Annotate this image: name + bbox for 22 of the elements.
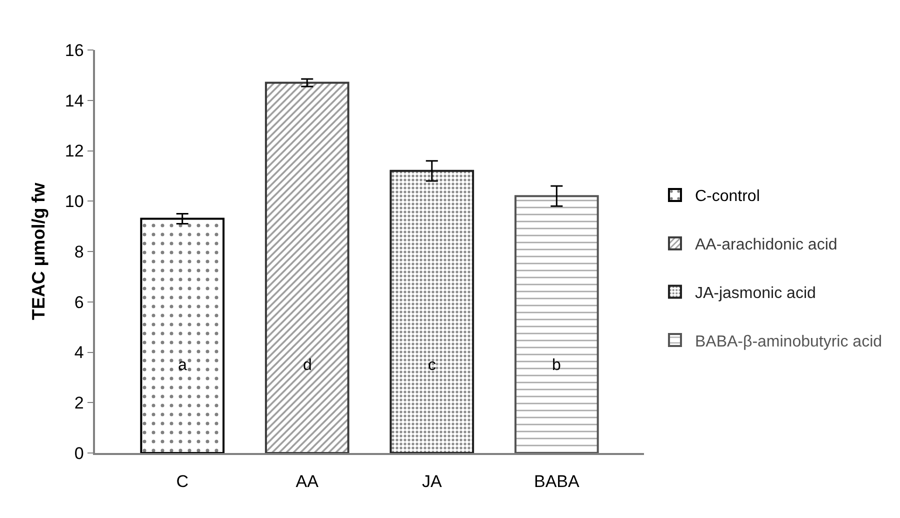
y-tick-label: 4 [74, 343, 84, 362]
x-tick-label: AA [296, 472, 320, 492]
text: AA-arachidonic acid [694, 236, 838, 254]
y-tick-label: 16 [64, 40, 84, 60]
annotation: d [303, 357, 312, 374]
annotation: a [178, 357, 187, 374]
y-tick-label: 12 [64, 142, 84, 161]
annotation: c [428, 357, 436, 374]
y-tick-label: 2 [74, 394, 84, 413]
x-tick-label: C [176, 472, 188, 492]
annotation: b [552, 357, 561, 374]
x-tick-label: BABA [534, 472, 580, 492]
y-tick-label: 0 [74, 444, 84, 463]
y-tick-label: 10 [64, 192, 84, 212]
text: C-control [694, 188, 760, 206]
y-tick-label: 8 [74, 242, 84, 262]
y-tick-label: 6 [74, 292, 84, 312]
text: BABA-β-aminobutyric acid [694, 333, 882, 350]
x-tick-label: JA [422, 472, 442, 492]
y-tick-label: 14 [64, 91, 84, 110]
text: JA-jasmonic acid [694, 284, 816, 302]
y-axis-title: TEAC µmol/g fw [28, 182, 49, 320]
